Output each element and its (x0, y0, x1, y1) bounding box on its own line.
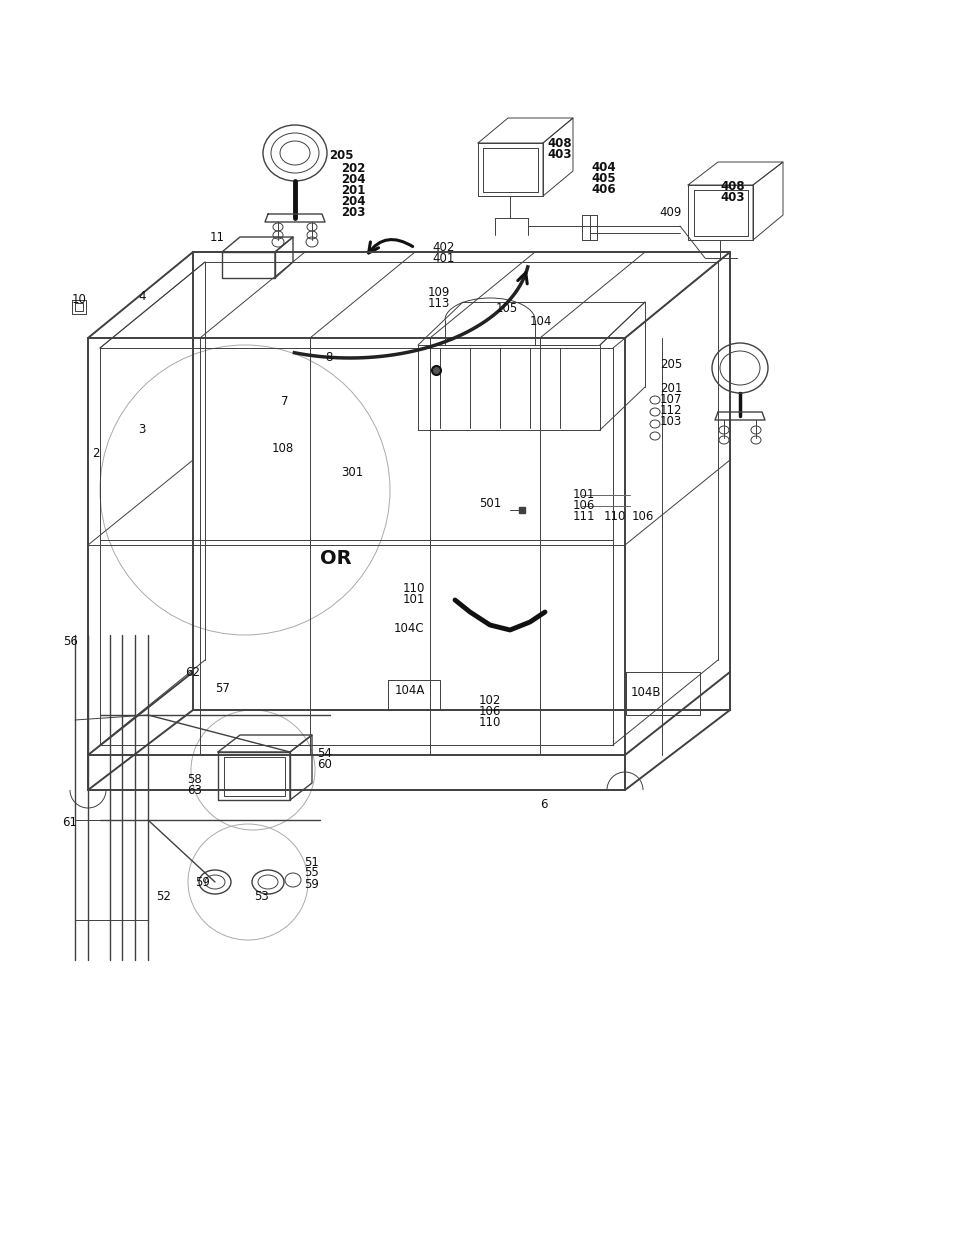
Text: 108: 108 (272, 441, 294, 454)
Text: 54: 54 (316, 746, 332, 760)
Text: 104: 104 (530, 315, 552, 327)
Text: 57: 57 (214, 682, 230, 694)
Text: 403: 403 (546, 147, 571, 161)
Text: 56: 56 (63, 635, 78, 647)
Text: 409: 409 (659, 205, 680, 219)
Text: 102: 102 (478, 694, 501, 706)
Text: 106: 106 (631, 510, 654, 522)
Text: 55: 55 (304, 867, 318, 879)
Text: 59: 59 (194, 876, 210, 888)
Text: 63: 63 (187, 783, 202, 797)
Text: 202: 202 (340, 162, 365, 174)
Text: 101: 101 (402, 593, 425, 605)
Text: 53: 53 (253, 889, 269, 903)
Text: 408: 408 (720, 179, 744, 193)
Text: 106: 106 (478, 704, 501, 718)
Text: 201: 201 (659, 382, 681, 394)
Text: 61: 61 (62, 815, 77, 829)
Text: 501: 501 (478, 496, 500, 510)
Text: 8: 8 (325, 351, 332, 363)
Text: 59: 59 (304, 878, 318, 890)
Text: 204: 204 (340, 194, 365, 207)
FancyArrowPatch shape (368, 240, 413, 253)
Text: 4: 4 (138, 289, 146, 303)
Text: 111: 111 (573, 510, 595, 522)
Text: 110: 110 (603, 510, 626, 522)
Text: 301: 301 (340, 466, 363, 478)
Text: 109: 109 (428, 285, 450, 299)
Text: 110: 110 (478, 715, 501, 729)
Text: 104B: 104B (630, 685, 660, 699)
Text: 105: 105 (496, 301, 517, 315)
Text: 104A: 104A (395, 683, 425, 697)
Text: 104C: 104C (394, 621, 424, 635)
Text: 403: 403 (720, 190, 743, 204)
Text: 3: 3 (138, 422, 145, 436)
Text: 113: 113 (428, 296, 450, 310)
Text: 201: 201 (340, 184, 365, 196)
Text: 203: 203 (340, 205, 365, 219)
Text: 405: 405 (590, 172, 615, 184)
Text: 112: 112 (659, 404, 681, 416)
Text: 401: 401 (432, 252, 454, 264)
Text: 60: 60 (316, 757, 332, 771)
Text: 406: 406 (590, 183, 615, 195)
Text: 205: 205 (659, 357, 681, 370)
Text: 107: 107 (659, 393, 681, 405)
Text: 10: 10 (71, 293, 87, 305)
Text: 110: 110 (402, 582, 425, 594)
Text: 408: 408 (546, 137, 571, 149)
Text: OR: OR (319, 548, 352, 568)
Text: 62: 62 (185, 666, 200, 678)
Text: 11: 11 (210, 231, 225, 243)
Text: 51: 51 (304, 856, 318, 868)
Text: 7: 7 (281, 394, 288, 408)
Text: 106: 106 (573, 499, 595, 511)
Text: 204: 204 (340, 173, 365, 185)
Text: 6: 6 (539, 799, 547, 811)
Text: 404: 404 (590, 161, 615, 173)
Text: 58: 58 (187, 773, 201, 785)
Text: 205: 205 (329, 148, 354, 162)
Text: 103: 103 (659, 415, 681, 427)
Text: 2: 2 (91, 447, 99, 459)
Text: 402: 402 (432, 241, 454, 253)
Text: 52: 52 (156, 889, 171, 903)
Text: 101: 101 (573, 488, 595, 500)
